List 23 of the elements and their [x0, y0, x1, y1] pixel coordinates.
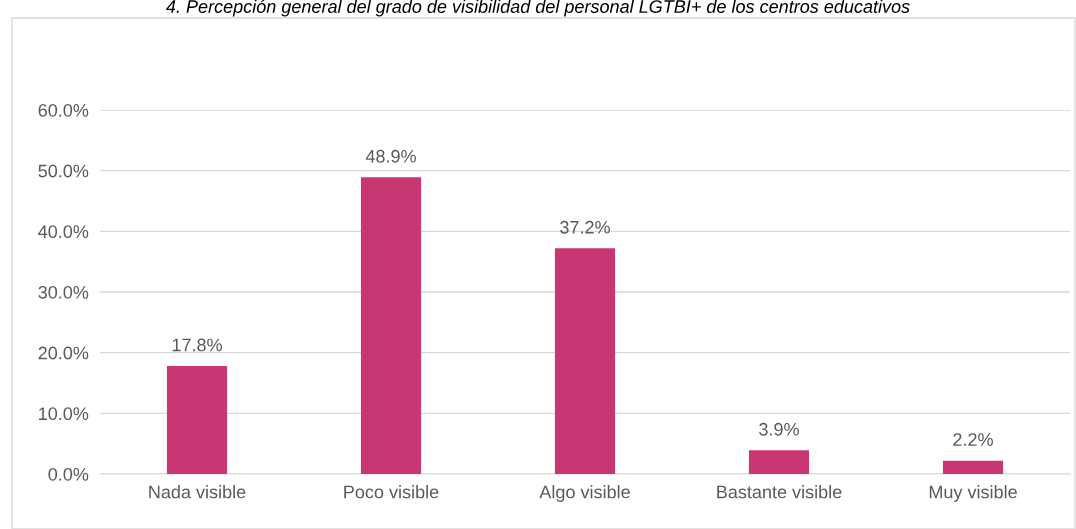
x-tick-label: Poco visible	[344, 485, 439, 499]
y-tick-label: 50.0%	[38, 164, 89, 178]
bar	[360, 177, 422, 474]
data-label: 37.2%	[560, 220, 610, 234]
bar	[748, 450, 810, 474]
data-label: 48.9%	[365, 149, 416, 163]
y-tick-label: 60.0%	[38, 103, 89, 117]
y-tick-label: 20.0%	[38, 346, 89, 360]
x-tick-label: Muy visible	[929, 485, 1017, 502]
chart-title: 4. Percepción general del grado de visibilidad del personal LGTBI+ de los centros educativos	[166, 0, 910, 17]
bar	[166, 366, 228, 474]
y-tick-label: 10.0%	[39, 407, 89, 421]
y-tick-label: 0.0%	[48, 467, 89, 481]
data-label: 2.2%	[953, 433, 993, 446]
bar	[942, 460, 1004, 474]
x-tick-label: Algo visible	[539, 485, 630, 502]
data-label: 17.8%	[172, 338, 222, 352]
y-tick-label: 40.0%	[38, 225, 89, 239]
y-tick-label: 30.0%	[38, 285, 89, 299]
bar	[554, 248, 616, 474]
x-tick-label: Bastante visible	[717, 485, 842, 499]
data-label: 3.9%	[759, 422, 799, 436]
x-tick-label: Nada visible	[149, 485, 246, 499]
